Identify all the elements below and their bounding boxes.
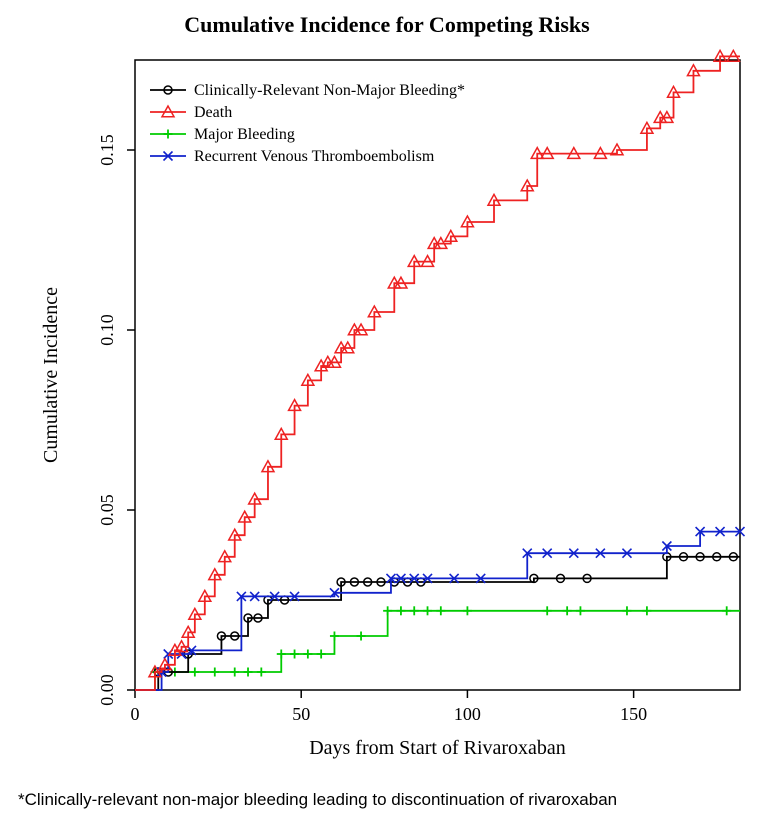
legend-label: Clinically-Relevant Non-Major Bleeding* xyxy=(194,82,465,99)
chart-container: Cumulative Incidence for Competing Risks… xyxy=(0,0,774,828)
x-axis-title: Days from Start of Rivaroxaban xyxy=(309,737,566,759)
chart-title: Cumulative Incidence for Competing Risks xyxy=(184,12,590,37)
chart-svg: Cumulative Incidence for Competing Risks… xyxy=(0,0,774,828)
legend-label: Death xyxy=(194,104,232,121)
legend-label: Recurrent Venous Thromboembolism xyxy=(194,148,435,165)
legend-label: Major Bleeding xyxy=(194,126,295,143)
x-tick-label: 150 xyxy=(620,704,647,724)
x-tick-label: 0 xyxy=(131,704,140,724)
y-tick-label: 0.05 xyxy=(97,494,117,526)
y-tick-label: 0.15 xyxy=(97,134,117,166)
series-crnmb xyxy=(135,557,740,690)
x-tick-label: 50 xyxy=(292,704,310,724)
y-axis-title: Cumulative Incidence xyxy=(40,287,62,463)
y-tick-label: 0.10 xyxy=(97,314,117,346)
x-tick-label: 100 xyxy=(454,704,481,724)
footnote: *Clinically-relevant non-major bleeding … xyxy=(18,790,617,809)
y-tick-label: 0.00 xyxy=(97,674,117,706)
